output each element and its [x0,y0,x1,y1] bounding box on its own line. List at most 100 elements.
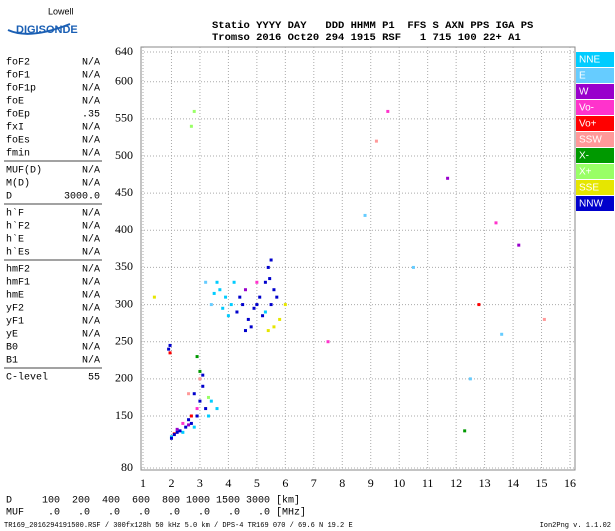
echo-point [215,407,219,411]
param-name: h`E [6,233,24,246]
echo-point [201,373,205,377]
echo-point [229,303,233,307]
echo-point [446,176,450,180]
echo-point [181,421,185,425]
echo-point [363,213,367,217]
echo-point [168,351,172,355]
param-value: N/A [82,264,100,276]
x-tick-label: 16 [564,476,576,490]
logo-swoosh [7,23,71,35]
x-tick-label: 1 [140,476,146,490]
echo-point [192,109,196,113]
echo-point [241,303,245,307]
param-value: N/A [82,247,100,259]
param-value: N/A [82,83,100,95]
echo-point [195,407,199,411]
param-name: M(D) [6,178,30,190]
legend-label: NNW [579,199,603,210]
param-name: h`Es [6,246,30,259]
echo-point [187,392,191,396]
legend-label: NNE [579,55,600,66]
param-value: N/A [82,234,100,246]
echo-point [269,303,273,307]
y-tick-label: 640 [115,44,133,58]
echo-point [168,343,172,347]
param-value: N/A [82,329,100,341]
echo-point [184,425,188,429]
param-name: yE [6,330,18,341]
echo-point [221,306,225,310]
param-name: hmF1 [6,277,30,289]
echo-point [181,430,185,434]
echo-point [243,329,247,333]
param-value: N/A [82,135,100,147]
echo-point [178,429,182,433]
echo-point [261,314,265,318]
echo-point [243,288,247,292]
echo-point [238,295,242,299]
echo-point [252,306,256,310]
x-tick-label: 13 [479,476,491,490]
echo-point [326,340,330,344]
param-value: N/A [82,221,100,233]
echo-point [198,399,202,403]
echo-point [218,288,222,292]
param-name: fxI [6,122,24,134]
echo-point [195,355,199,359]
echo-point [189,421,193,425]
echo-point [542,317,546,321]
param-name: C-level [6,372,48,384]
echo-point [169,436,173,440]
param-value: N/A [82,355,100,367]
echo-point [192,425,196,429]
echo-point [468,377,472,381]
echo-point [272,288,276,292]
y-tick-label: 80 [121,460,133,474]
echo-point [224,295,228,299]
legend-swatch [576,148,614,163]
echo-point [232,280,236,284]
echo-point [374,139,378,143]
legend-swatch [576,132,614,147]
echo-point [175,427,179,431]
param-value: N/A [82,316,100,328]
legend-label: SSE [579,183,599,194]
y-tick-label: 600 [115,73,133,87]
param-value: N/A [82,57,100,69]
echo-point [206,395,210,399]
param-value: N/A [82,96,100,108]
param-value: N/A [82,303,100,315]
echo-point [386,109,390,113]
param-value: N/A [82,70,100,82]
legend-swatch [576,100,614,115]
legend-label: X- [579,151,589,162]
y-tick-label: 400 [115,222,133,236]
param-value: N/A [82,277,100,289]
param-name: foF1 [6,70,30,82]
x-tick-label: 8 [339,476,345,490]
param-name: h`F2 [6,220,30,233]
echo-point [258,295,262,299]
echo-point [269,258,273,262]
y-tick-label: 450 [115,185,133,199]
x-tick-label: 11 [422,476,434,490]
y-tick-label: 500 [115,148,133,162]
x-tick-label: 14 [507,476,519,490]
param-name: yF2 [6,304,24,315]
param-value: N/A [82,122,100,134]
param-value: 55 [88,373,100,384]
x-tick-label: 7 [311,476,317,490]
echo-point [255,303,259,307]
legend-swatch [576,196,614,211]
param-name: h`F [6,207,24,220]
echo-point [215,280,219,284]
param-value: N/A [82,165,100,177]
param-name: yF1 [6,317,24,328]
param-name: MUF(D) [6,165,42,177]
echo-point [500,332,504,336]
y-tick-label: 250 [115,333,133,347]
legend-label: X+ [579,167,592,178]
echo-point [268,277,272,281]
param-value: N/A [82,148,100,160]
legend-swatch [576,164,614,179]
